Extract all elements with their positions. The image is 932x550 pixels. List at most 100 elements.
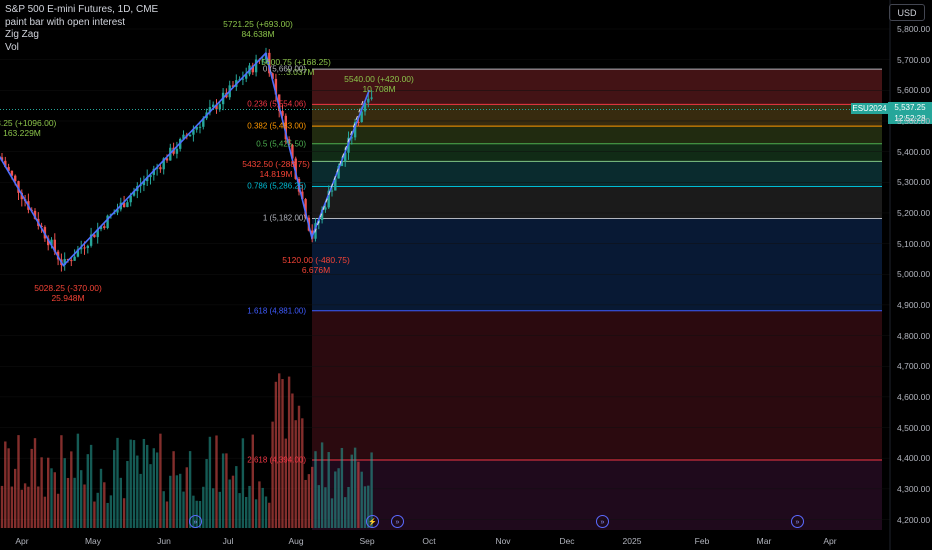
time-tick-label: Nov <box>495 536 511 546</box>
candle-body <box>344 152 347 162</box>
volume-bar <box>235 466 238 528</box>
candle-body <box>73 256 76 261</box>
volume-bar <box>89 444 93 528</box>
candle-body <box>47 238 50 246</box>
volume-bar <box>136 455 139 528</box>
candle-body <box>66 258 70 261</box>
candle-body <box>353 121 357 138</box>
candle-body <box>86 245 89 249</box>
candle-body <box>103 226 106 229</box>
indicator-volume[interactable]: Vol <box>5 41 19 53</box>
candle-body <box>162 158 165 170</box>
volume-bar <box>169 475 172 528</box>
replay-event-icon[interactable]: » <box>189 515 202 528</box>
candle-body <box>261 59 264 61</box>
candle-body <box>284 115 287 140</box>
price-tick-label: 5,500.00 <box>897 115 931 126</box>
candle-body <box>33 210 37 219</box>
candle-body <box>245 74 248 79</box>
volume-bar <box>320 442 324 528</box>
candle-body <box>159 167 162 170</box>
candle-body <box>63 258 66 265</box>
volume-bar <box>139 473 142 528</box>
candle-body <box>330 190 334 192</box>
candle-body <box>50 239 53 246</box>
volume-bar <box>271 421 274 528</box>
fib-level-label: 1.618 (4,881.00) <box>247 306 306 316</box>
volume-bar <box>116 437 119 528</box>
volume-bar <box>327 452 330 528</box>
volume-bar <box>175 475 179 528</box>
volume-bar <box>103 482 106 528</box>
price-tick-label: 4,700.00 <box>897 361 931 372</box>
volume-bar <box>43 496 47 528</box>
volume-bar <box>208 436 212 528</box>
price-tick-label: 5,400.00 <box>897 146 931 157</box>
candle-body <box>202 118 205 127</box>
candle-body <box>142 181 146 186</box>
replay-event-icon[interactable]: » <box>391 515 404 528</box>
volume-bar <box>367 485 370 528</box>
volume-bar <box>254 499 258 528</box>
candle-body <box>281 110 284 116</box>
candle-body <box>76 249 80 257</box>
time-tick-label: Apr <box>15 536 29 546</box>
volume-bar <box>182 491 185 528</box>
time-tick-label: Aug <box>288 536 304 546</box>
zigzag-pivot-label: 5540.00 (+420.00) 10.708M <box>344 74 414 94</box>
volume-bar <box>228 479 231 528</box>
replay-event-icon[interactable]: » <box>596 515 609 528</box>
price-tick-label: 4,900.00 <box>897 299 931 310</box>
fib-zone <box>312 186 882 219</box>
candle-body <box>231 85 235 87</box>
candle-body <box>132 191 136 196</box>
candle-body <box>370 97 373 99</box>
indicator-zigzag[interactable]: Zig Zag <box>5 29 39 40</box>
volume-bar <box>27 486 30 528</box>
candle-body <box>89 234 93 246</box>
price-tick-label: 5,700.00 <box>897 54 931 65</box>
volume-bar <box>132 440 136 528</box>
zigzag-pivot-label: 5721.25 (+693.00) 84.638M <box>223 19 293 39</box>
volume-bar <box>278 373 281 528</box>
volume-bar <box>119 477 122 528</box>
candle-body <box>287 139 291 145</box>
time-tick-label: Jun <box>157 536 171 546</box>
candle-body <box>212 104 215 108</box>
zigzag-pivot-label: 5600.75 (+168.25) …3.037M <box>261 57 331 77</box>
candle-body <box>324 207 327 210</box>
volume-bar <box>33 438 37 528</box>
candle-body <box>241 78 245 80</box>
candle-body <box>304 199 307 218</box>
volume-bar <box>172 451 175 528</box>
currency-button[interactable]: USD <box>889 4 925 21</box>
volume-bar <box>261 487 264 528</box>
indicator-paintbar[interactable]: paint bar with open interest <box>5 16 126 28</box>
volume-bar <box>202 486 205 528</box>
candle-body <box>278 94 281 111</box>
volume-bar <box>23 483 27 528</box>
volume-bar <box>268 502 271 528</box>
candle-body <box>254 59 258 73</box>
last-price-value: 5,537.25 <box>894 103 926 112</box>
volume-bar <box>264 496 268 528</box>
symbol-tag: ESU2024 <box>851 103 888 114</box>
candle-body <box>182 134 185 139</box>
lightning-event-icon[interactable]: ⚡ <box>366 515 379 528</box>
candle-body <box>337 166 340 179</box>
volume-bar <box>106 502 109 528</box>
volume-bar <box>337 468 340 528</box>
zigzag-line <box>0 51 371 267</box>
volume-bar <box>251 434 254 528</box>
bar-countdown: 12:52:28 <box>894 114 926 123</box>
volume-bar <box>370 452 373 528</box>
volume-bar <box>56 493 60 528</box>
replay-event-icon[interactable]: » <box>791 515 804 528</box>
volume-bar <box>297 405 301 528</box>
candle-body <box>195 126 198 130</box>
volume-bar <box>60 435 63 528</box>
volume-bar <box>363 486 367 528</box>
fib-zone <box>312 104 882 127</box>
